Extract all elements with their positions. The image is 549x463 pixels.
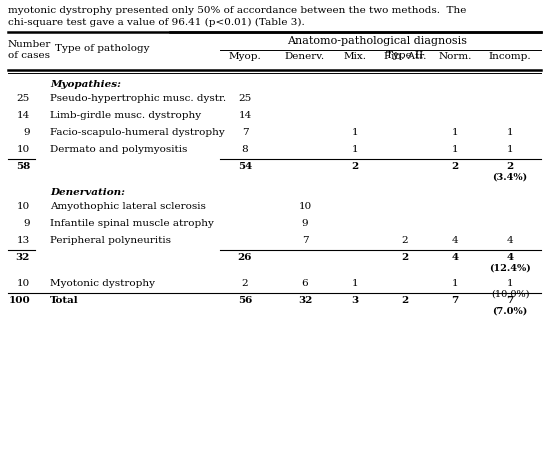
- Text: 1: 1: [452, 145, 458, 154]
- Text: 4: 4: [507, 236, 513, 245]
- Text: 10: 10: [17, 145, 30, 154]
- Text: 9: 9: [302, 219, 309, 228]
- Text: 2: 2: [401, 253, 408, 262]
- Text: Denervation:: Denervation:: [50, 188, 125, 197]
- Text: Total: Total: [50, 296, 79, 305]
- Text: Myop.: Myop.: [228, 52, 261, 61]
- Text: Myotonic dystrophy: Myotonic dystrophy: [50, 279, 155, 288]
- Text: 9: 9: [24, 219, 30, 228]
- Text: 7: 7: [451, 296, 458, 305]
- Text: Peripheral polyneuritis: Peripheral polyneuritis: [50, 236, 171, 245]
- Text: 58: 58: [16, 162, 30, 171]
- Text: 7: 7: [242, 128, 248, 137]
- Text: Pseudo-hypertrophic musc. dystr.: Pseudo-hypertrophic musc. dystr.: [50, 94, 226, 103]
- Text: Myopathies:: Myopathies:: [50, 80, 121, 89]
- Text: 4: 4: [506, 253, 513, 262]
- Text: 1: 1: [352, 145, 358, 154]
- Text: of cases: of cases: [8, 51, 50, 60]
- Text: 10: 10: [17, 279, 30, 288]
- Text: 10: 10: [298, 202, 312, 211]
- Text: Denerv.: Denerv.: [285, 52, 325, 61]
- Text: 2: 2: [451, 162, 458, 171]
- Text: Type of pathology: Type of pathology: [55, 44, 149, 53]
- Text: 1: 1: [507, 128, 513, 137]
- Text: 8: 8: [242, 145, 248, 154]
- Text: Facio-scapulo-humeral dystrophy: Facio-scapulo-humeral dystrophy: [50, 128, 225, 137]
- Text: Mix.: Mix.: [344, 52, 367, 61]
- Text: myotonic dystrophy presented only 50% of accordance between the two methods.  Th: myotonic dystrophy presented only 50% of…: [8, 6, 466, 15]
- Text: 32: 32: [15, 253, 30, 262]
- Text: 7: 7: [506, 296, 514, 305]
- Text: 2: 2: [401, 296, 408, 305]
- Text: 6: 6: [302, 279, 309, 288]
- Text: 9: 9: [24, 128, 30, 137]
- Text: 1: 1: [452, 128, 458, 137]
- Text: 1: 1: [352, 279, 358, 288]
- Text: 13: 13: [17, 236, 30, 245]
- Text: Dermato and polymyositis: Dermato and polymyositis: [50, 145, 187, 154]
- Text: 2: 2: [242, 279, 248, 288]
- Text: 1: 1: [452, 279, 458, 288]
- Text: 4: 4: [452, 236, 458, 245]
- Text: 26: 26: [238, 253, 252, 262]
- Text: 100: 100: [8, 296, 30, 305]
- Text: 10: 10: [17, 202, 30, 211]
- Text: Infantile spinal muscle atrophy: Infantile spinal muscle atrophy: [50, 219, 214, 228]
- Text: (12.4%): (12.4%): [489, 264, 531, 273]
- Text: Anatomo-pathological diagnosis: Anatomo-pathological diagnosis: [288, 36, 468, 46]
- Text: Incomp.: Incomp.: [489, 52, 531, 61]
- Text: 54: 54: [238, 162, 252, 171]
- Text: Limb-girdle musc. dystrophy: Limb-girdle musc. dystrophy: [50, 111, 201, 120]
- Text: 25: 25: [17, 94, 30, 103]
- Text: 2: 2: [402, 236, 408, 245]
- Text: 2: 2: [506, 162, 514, 171]
- Text: 1: 1: [352, 128, 358, 137]
- Text: Fib. Atr.: Fib. Atr.: [384, 52, 426, 61]
- Text: 32: 32: [298, 296, 312, 305]
- Text: 1: 1: [507, 279, 513, 288]
- Text: Amyothophic lateral sclerosis: Amyothophic lateral sclerosis: [50, 202, 206, 211]
- Text: Norm.: Norm.: [438, 52, 472, 61]
- Text: (10.0%): (10.0%): [491, 290, 529, 299]
- Text: 1: 1: [507, 145, 513, 154]
- Text: 2: 2: [351, 162, 358, 171]
- Text: Type II: Type II: [386, 51, 424, 60]
- Text: 4: 4: [451, 253, 458, 262]
- Text: 25: 25: [238, 94, 251, 103]
- Text: chi-square test gave a value of 96.41 (p<0.01) (Table 3).: chi-square test gave a value of 96.41 (p…: [8, 18, 305, 27]
- Text: (7.0%): (7.0%): [492, 307, 528, 316]
- Text: 14: 14: [238, 111, 251, 120]
- Text: Number: Number: [8, 40, 52, 49]
- Text: 56: 56: [238, 296, 252, 305]
- Text: 7: 7: [302, 236, 309, 245]
- Text: 3: 3: [351, 296, 358, 305]
- Text: 14: 14: [17, 111, 30, 120]
- Text: (3.4%): (3.4%): [492, 173, 528, 182]
